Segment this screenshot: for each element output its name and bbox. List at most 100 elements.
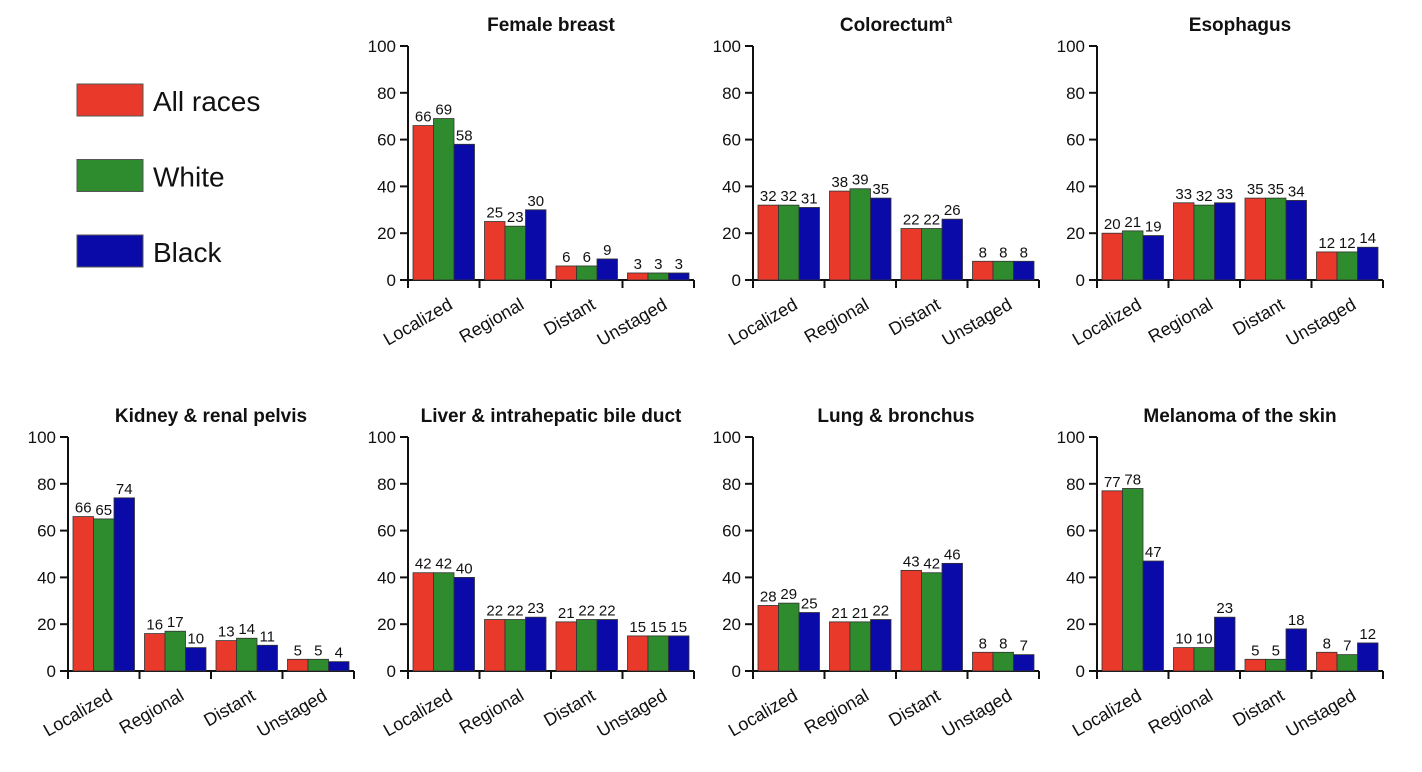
data-label: 34: [1288, 183, 1305, 200]
data-label: 32: [760, 188, 777, 205]
y-tick-label: 20: [722, 224, 741, 243]
x-tick-label: Regional: [801, 685, 873, 738]
y-tick-label: 100: [1057, 37, 1085, 56]
bar: [328, 661, 350, 672]
data-label: 13: [218, 624, 235, 641]
bar: [870, 197, 892, 281]
legend-swatch: [76, 83, 144, 117]
bar: [1101, 232, 1123, 281]
x-tick-label: Unstaged: [594, 294, 671, 350]
bar: [870, 619, 892, 672]
bar: [525, 209, 547, 281]
x-tick-label: Regional: [801, 294, 873, 347]
data-label: 66: [415, 109, 432, 126]
bar: [900, 228, 922, 281]
data-label: 5: [1272, 642, 1280, 659]
y-tick-label: 80: [722, 84, 741, 103]
chart-title-text: Female breast: [487, 15, 615, 36]
data-label: 3: [675, 256, 683, 273]
bar: [992, 651, 1014, 672]
x-tick-label: Localized: [725, 685, 801, 740]
bar: [1142, 560, 1164, 672]
bar: [596, 619, 618, 672]
bar: [1101, 490, 1123, 672]
data-label: 66: [75, 500, 92, 517]
bar: [555, 621, 577, 672]
data-label: 19: [1145, 219, 1162, 236]
data-label: 21: [852, 605, 869, 622]
bar: [798, 612, 820, 672]
y-tick-label: 20: [722, 615, 741, 634]
y-tick-label: 100: [28, 428, 56, 447]
x-tick-label: Distant: [540, 294, 599, 339]
data-label: 3: [654, 256, 662, 273]
chart-title: Esophagus: [1189, 15, 1291, 36]
bar: [1244, 658, 1266, 672]
y-tick-label: 60: [1066, 131, 1085, 150]
bar: [829, 190, 851, 281]
y-tick-label: 100: [713, 428, 741, 447]
y-tick-label: 40: [722, 568, 741, 587]
data-label: 40: [456, 560, 473, 577]
bar: [798, 207, 820, 281]
bar: [1193, 204, 1215, 281]
chart-title: Liver & intrahepatic bile duct: [421, 406, 682, 427]
bar: [829, 621, 851, 672]
bar: [144, 633, 166, 672]
y-tick-label: 20: [377, 224, 396, 243]
bar: [1173, 202, 1195, 281]
bar: [1285, 628, 1307, 672]
bar: [1013, 654, 1035, 672]
y-tick-label: 100: [368, 428, 396, 447]
data-label: 25: [486, 205, 503, 222]
y-tick-label: 40: [722, 177, 741, 196]
bar: [484, 221, 506, 281]
y-tick-label: 60: [1066, 522, 1085, 541]
y-tick-label: 80: [1066, 84, 1085, 103]
y-tick-label: 60: [37, 522, 56, 541]
data-label: 21: [558, 605, 575, 622]
data-label: 32: [1196, 188, 1213, 205]
bar: [921, 572, 943, 672]
bar: [1122, 488, 1144, 672]
legend-swatch: [76, 159, 144, 192]
data-label: 4: [335, 645, 343, 662]
y-tick-label: 40: [37, 568, 56, 587]
data-label: 8: [979, 635, 987, 652]
y-tick-label: 0: [732, 271, 741, 290]
data-label: 7: [1343, 638, 1351, 655]
data-label: 33: [1175, 186, 1192, 203]
x-tick-label: Regional: [456, 294, 528, 347]
data-label: 5: [314, 642, 322, 659]
bar: [992, 260, 1014, 281]
chart-title-text: Liver & intrahepatic bile duct: [421, 406, 682, 427]
bar: [627, 635, 649, 672]
x-tick-label: Distant: [200, 685, 259, 730]
bar: [185, 647, 207, 672]
bar: [1336, 654, 1358, 672]
data-label: 22: [903, 212, 920, 229]
bar: [164, 630, 186, 672]
bar: [453, 577, 475, 672]
bar: [1265, 658, 1287, 672]
bar: [93, 518, 115, 672]
data-label: 9: [603, 242, 611, 259]
bar: [596, 258, 618, 281]
bar: [1336, 251, 1358, 281]
bar: [1357, 246, 1379, 281]
bar: [1316, 651, 1338, 672]
data-label: 10: [1196, 631, 1213, 648]
data-label: 14: [238, 621, 255, 638]
bar: [668, 635, 690, 672]
data-label: 12: [1339, 235, 1356, 252]
data-label: 18: [1288, 612, 1305, 629]
bar: [1142, 235, 1164, 281]
bar: [1122, 230, 1144, 281]
bar: [576, 265, 598, 281]
data-label: 6: [562, 249, 570, 266]
data-label: 22: [599, 603, 616, 620]
legend-label: White: [153, 162, 225, 193]
bar: [236, 637, 258, 672]
bar: [1265, 197, 1287, 281]
bar: [504, 225, 526, 281]
